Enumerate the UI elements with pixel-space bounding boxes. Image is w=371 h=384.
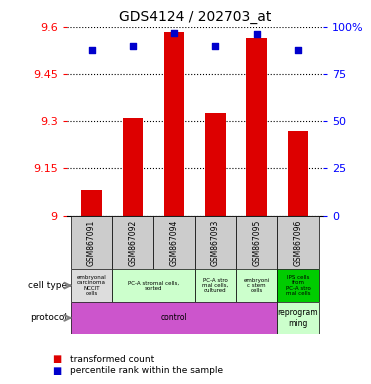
FancyBboxPatch shape (112, 270, 195, 302)
Point (213, 43, 219, 49)
Text: percentile rank within the sample: percentile rank within the sample (70, 366, 224, 375)
Text: PC-A stromal cells,
sorted: PC-A stromal cells, sorted (128, 280, 179, 291)
FancyBboxPatch shape (71, 215, 112, 270)
Point (130, 43, 136, 49)
Text: embryonal
carcinoma
NCCIT
cells: embryonal carcinoma NCCIT cells (77, 275, 106, 296)
Text: GSM867093: GSM867093 (211, 219, 220, 266)
Bar (246, 38, 267, 215)
FancyBboxPatch shape (236, 270, 278, 302)
Text: cell type: cell type (29, 281, 68, 290)
FancyBboxPatch shape (278, 215, 319, 270)
FancyBboxPatch shape (278, 302, 319, 334)
Text: IPS cells
from
PC-A stro
mal cells: IPS cells from PC-A stro mal cells (286, 275, 311, 296)
Text: reprogram
ming: reprogram ming (278, 308, 318, 328)
FancyBboxPatch shape (195, 270, 236, 302)
Point (254, 31, 260, 38)
Point (89, 46, 95, 53)
Text: transformed count: transformed count (70, 354, 155, 364)
Text: protocol: protocol (30, 313, 68, 323)
FancyBboxPatch shape (71, 270, 112, 302)
Text: GSM867095: GSM867095 (252, 219, 261, 266)
FancyBboxPatch shape (195, 215, 236, 270)
Text: ■: ■ (52, 366, 61, 376)
FancyBboxPatch shape (154, 215, 195, 270)
Text: GSM867092: GSM867092 (128, 219, 137, 266)
Bar (164, 31, 184, 215)
Bar (81, 190, 102, 215)
Text: ■: ■ (52, 354, 61, 364)
FancyBboxPatch shape (278, 270, 319, 302)
Text: GSM867094: GSM867094 (170, 219, 178, 266)
Text: control: control (161, 313, 187, 323)
Title: GDS4124 / 202703_at: GDS4124 / 202703_at (119, 10, 271, 25)
Text: GSM867091: GSM867091 (87, 219, 96, 266)
Text: PC-A stro
mal cells,
cultured: PC-A stro mal cells, cultured (202, 278, 229, 293)
Text: embryoni
c stem
cells: embryoni c stem cells (244, 278, 270, 293)
Bar (205, 113, 226, 215)
Bar (122, 118, 143, 215)
Text: GSM867096: GSM867096 (293, 219, 302, 266)
FancyBboxPatch shape (71, 302, 278, 334)
Point (295, 46, 301, 53)
Bar (288, 131, 308, 215)
Point (171, 30, 177, 36)
FancyBboxPatch shape (112, 215, 154, 270)
FancyBboxPatch shape (236, 215, 278, 270)
